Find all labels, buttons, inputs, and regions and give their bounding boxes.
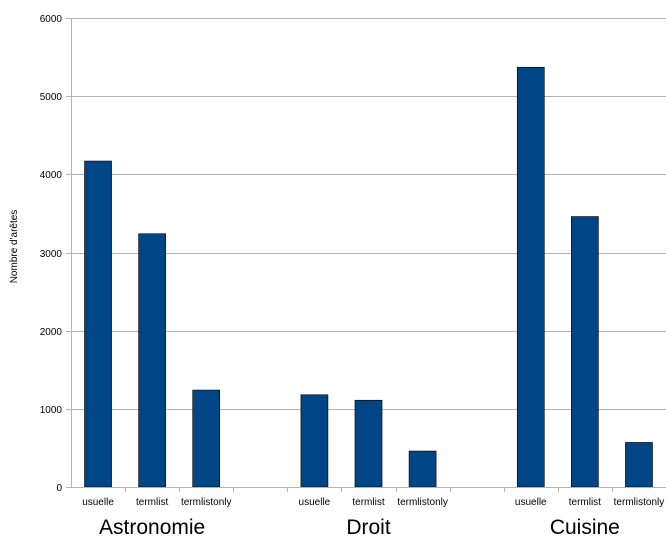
x-tick-label: usuelle <box>299 497 331 508</box>
y-tick-label: 3000 <box>40 249 63 260</box>
bar-astronomie-termlist <box>138 233 166 488</box>
group-label-droit: Droit <box>346 516 391 539</box>
y-tick-label: 5000 <box>40 92 63 103</box>
y-tick-label: 6000 <box>40 14 63 25</box>
group-label-astronomie: Astronomie <box>99 516 205 539</box>
bar-astronomie-usuelle <box>84 160 112 488</box>
x-tick-label: termlistonly <box>614 497 665 508</box>
y-tick-label: 2000 <box>40 327 63 338</box>
x-tick-label: usuelle <box>82 497 114 508</box>
x-tick-label: termlist <box>136 497 168 508</box>
y-tick-label: 0 <box>56 483 62 494</box>
bar-droit-usuelle <box>300 394 329 488</box>
x-tick-label: termlistonly <box>397 497 448 508</box>
bar-astronomie-termlistonly <box>192 389 221 488</box>
x-tick-label: termlist <box>352 497 384 508</box>
bar-cuisine-usuelle <box>516 66 545 488</box>
bars <box>84 66 653 488</box>
bar-droit-termlistonly <box>408 450 437 488</box>
gridlines <box>66 18 666 492</box>
x-tick-label: termlistonly <box>181 497 232 508</box>
axis-labels: 0 1000 2000 3000 4000 5000 6000 usuelle termlist… <box>40 14 664 539</box>
group-label-cuisine: Cuisine <box>550 516 620 539</box>
x-tick-label: usuelle <box>515 497 547 508</box>
bar-droit-termlist <box>354 399 383 488</box>
bar-cuisine-termlistonly <box>625 442 653 488</box>
axes <box>71 18 666 488</box>
bar-cuisine-termlist <box>571 216 599 488</box>
y-tick-label: 4000 <box>40 170 63 181</box>
y-axis-title: Nombre d'arêtes <box>9 210 20 284</box>
x-tick-label: termlist <box>569 497 601 508</box>
y-tick-label: 1000 <box>40 405 63 416</box>
